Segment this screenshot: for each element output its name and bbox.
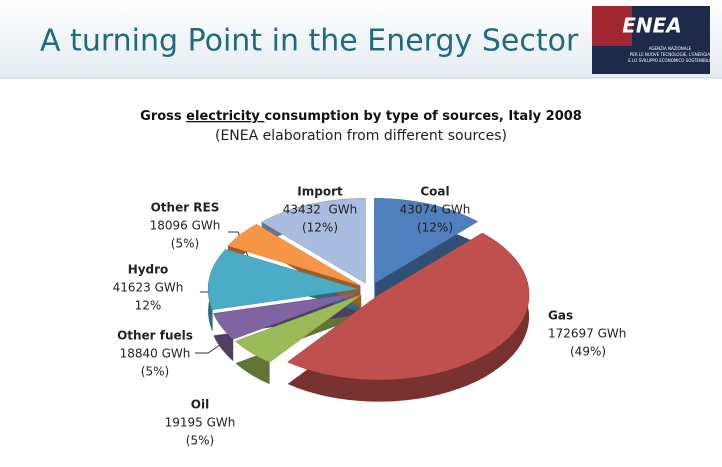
percent-label: (5%): [171, 237, 199, 251]
percent-label: (5%): [141, 365, 169, 379]
percent-label: (12%): [417, 221, 453, 235]
percent-label: (12%): [302, 221, 338, 235]
slice: [374, 198, 479, 284]
title-part: consumption by type of sources, Italy 20…: [264, 109, 581, 124]
slice-name: Import: [297, 185, 343, 199]
slice: [213, 292, 360, 340]
percent-label: 12%: [135, 299, 162, 313]
logo-text: ENEA: [622, 14, 682, 38]
slice: [207, 249, 359, 310]
leader-line: [228, 231, 253, 267]
value-label: 172697 GWh: [548, 327, 626, 341]
percent-label: (49%): [570, 345, 606, 359]
logo-caption: E LO SVILUPPO ECONOMICO SOSTENIBILE: [628, 58, 712, 63]
slice-name: Other RES: [151, 201, 220, 215]
slice: [234, 294, 362, 363]
percent-label: (5%): [186, 434, 214, 448]
value-label: 19195 GWh: [165, 416, 236, 430]
chart-subtitle: (ENEA elaboration from different sources…: [215, 128, 507, 144]
title-part: electricity: [186, 109, 264, 124]
title-part: Gross: [140, 109, 186, 124]
logo-caption: PER LE NUOVE TECNOLOGIE, L'ENERGIA: [630, 52, 710, 57]
slice-name: Oil: [191, 398, 209, 412]
slice: [287, 232, 530, 380]
slice-name: Coal: [420, 185, 449, 199]
slice: [261, 198, 366, 284]
logo-caption: AGENZIA NAZIONALE: [649, 46, 692, 51]
chart-title: Gross electricity consumption by type of…: [140, 109, 582, 124]
slice-name: Other fuels: [117, 329, 193, 343]
logo: ENEA AGENZIA NAZIONALE PER LE NUOVE TECN…: [592, 6, 712, 74]
slide-title: A turning Point in the Energy Sector: [40, 24, 579, 59]
value-label: 43074 GWh: [400, 203, 471, 217]
slice-name: Gas: [548, 309, 573, 323]
leader-line: [195, 344, 221, 354]
value-label: 41623 GWh: [113, 281, 184, 295]
pie: [207, 198, 530, 402]
value-label: 18840 GWh: [120, 347, 191, 361]
labels: Coal 43074 GWh (12%) Gas 172697 GWh (49%) Oil 1…: [113, 185, 627, 448]
value-label: 18096 GWh: [150, 219, 221, 233]
logo-accent: [592, 6, 632, 46]
slice-name: Hydro: [128, 263, 169, 277]
slice: [227, 224, 361, 286]
value-label: 43432 GWh: [283, 203, 358, 217]
